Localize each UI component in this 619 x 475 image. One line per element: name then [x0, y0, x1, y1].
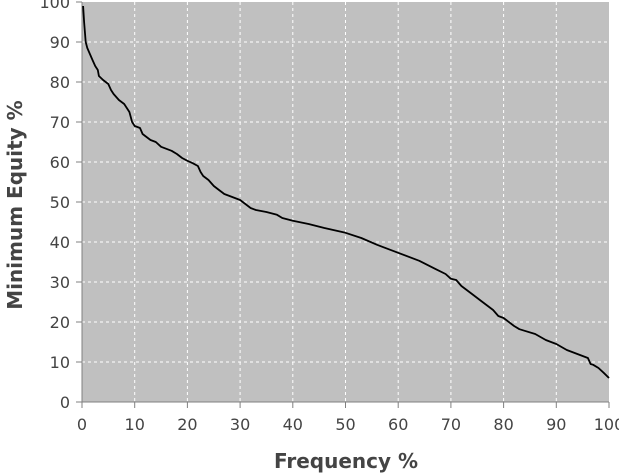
y-tick-label: 100 [39, 0, 70, 12]
x-tick-label: 30 [230, 415, 250, 434]
y-axis-title: Minimum Equity % [3, 100, 27, 309]
y-tick-label: 10 [50, 353, 70, 372]
x-tick-label: 40 [283, 415, 303, 434]
x-tick-label: 80 [493, 415, 513, 434]
y-tick-label: 60 [50, 153, 70, 172]
y-tick-label: 90 [50, 33, 70, 52]
x-tick-label: 60 [388, 415, 408, 434]
x-tick-label: 20 [177, 415, 197, 434]
y-tick-label: 20 [50, 313, 70, 332]
x-tick-label: 10 [125, 415, 145, 434]
y-tick-label: 70 [50, 113, 70, 132]
y-tick-label: 0 [60, 393, 70, 412]
y-tick-label: 50 [50, 193, 70, 212]
x-tick-label: 90 [546, 415, 566, 434]
y-tick-label: 40 [50, 233, 70, 252]
x-axis-title: Frequency % [274, 449, 418, 473]
ticks: 0 10 20 30 40 50 60 70 80 90 100 0 10 20 30 40 50 60 70 80 9… [39, 0, 619, 434]
x-tick-label: 0 [77, 415, 87, 434]
x-tick-label: 100 [594, 415, 619, 434]
x-tick-label: 70 [441, 415, 461, 434]
x-tick-label: 50 [335, 415, 355, 434]
y-tick-label: 30 [50, 273, 70, 292]
equity-curve-line [82, 5, 610, 379]
grid-lines [82, 2, 609, 402]
y-tick-label: 80 [50, 73, 70, 92]
